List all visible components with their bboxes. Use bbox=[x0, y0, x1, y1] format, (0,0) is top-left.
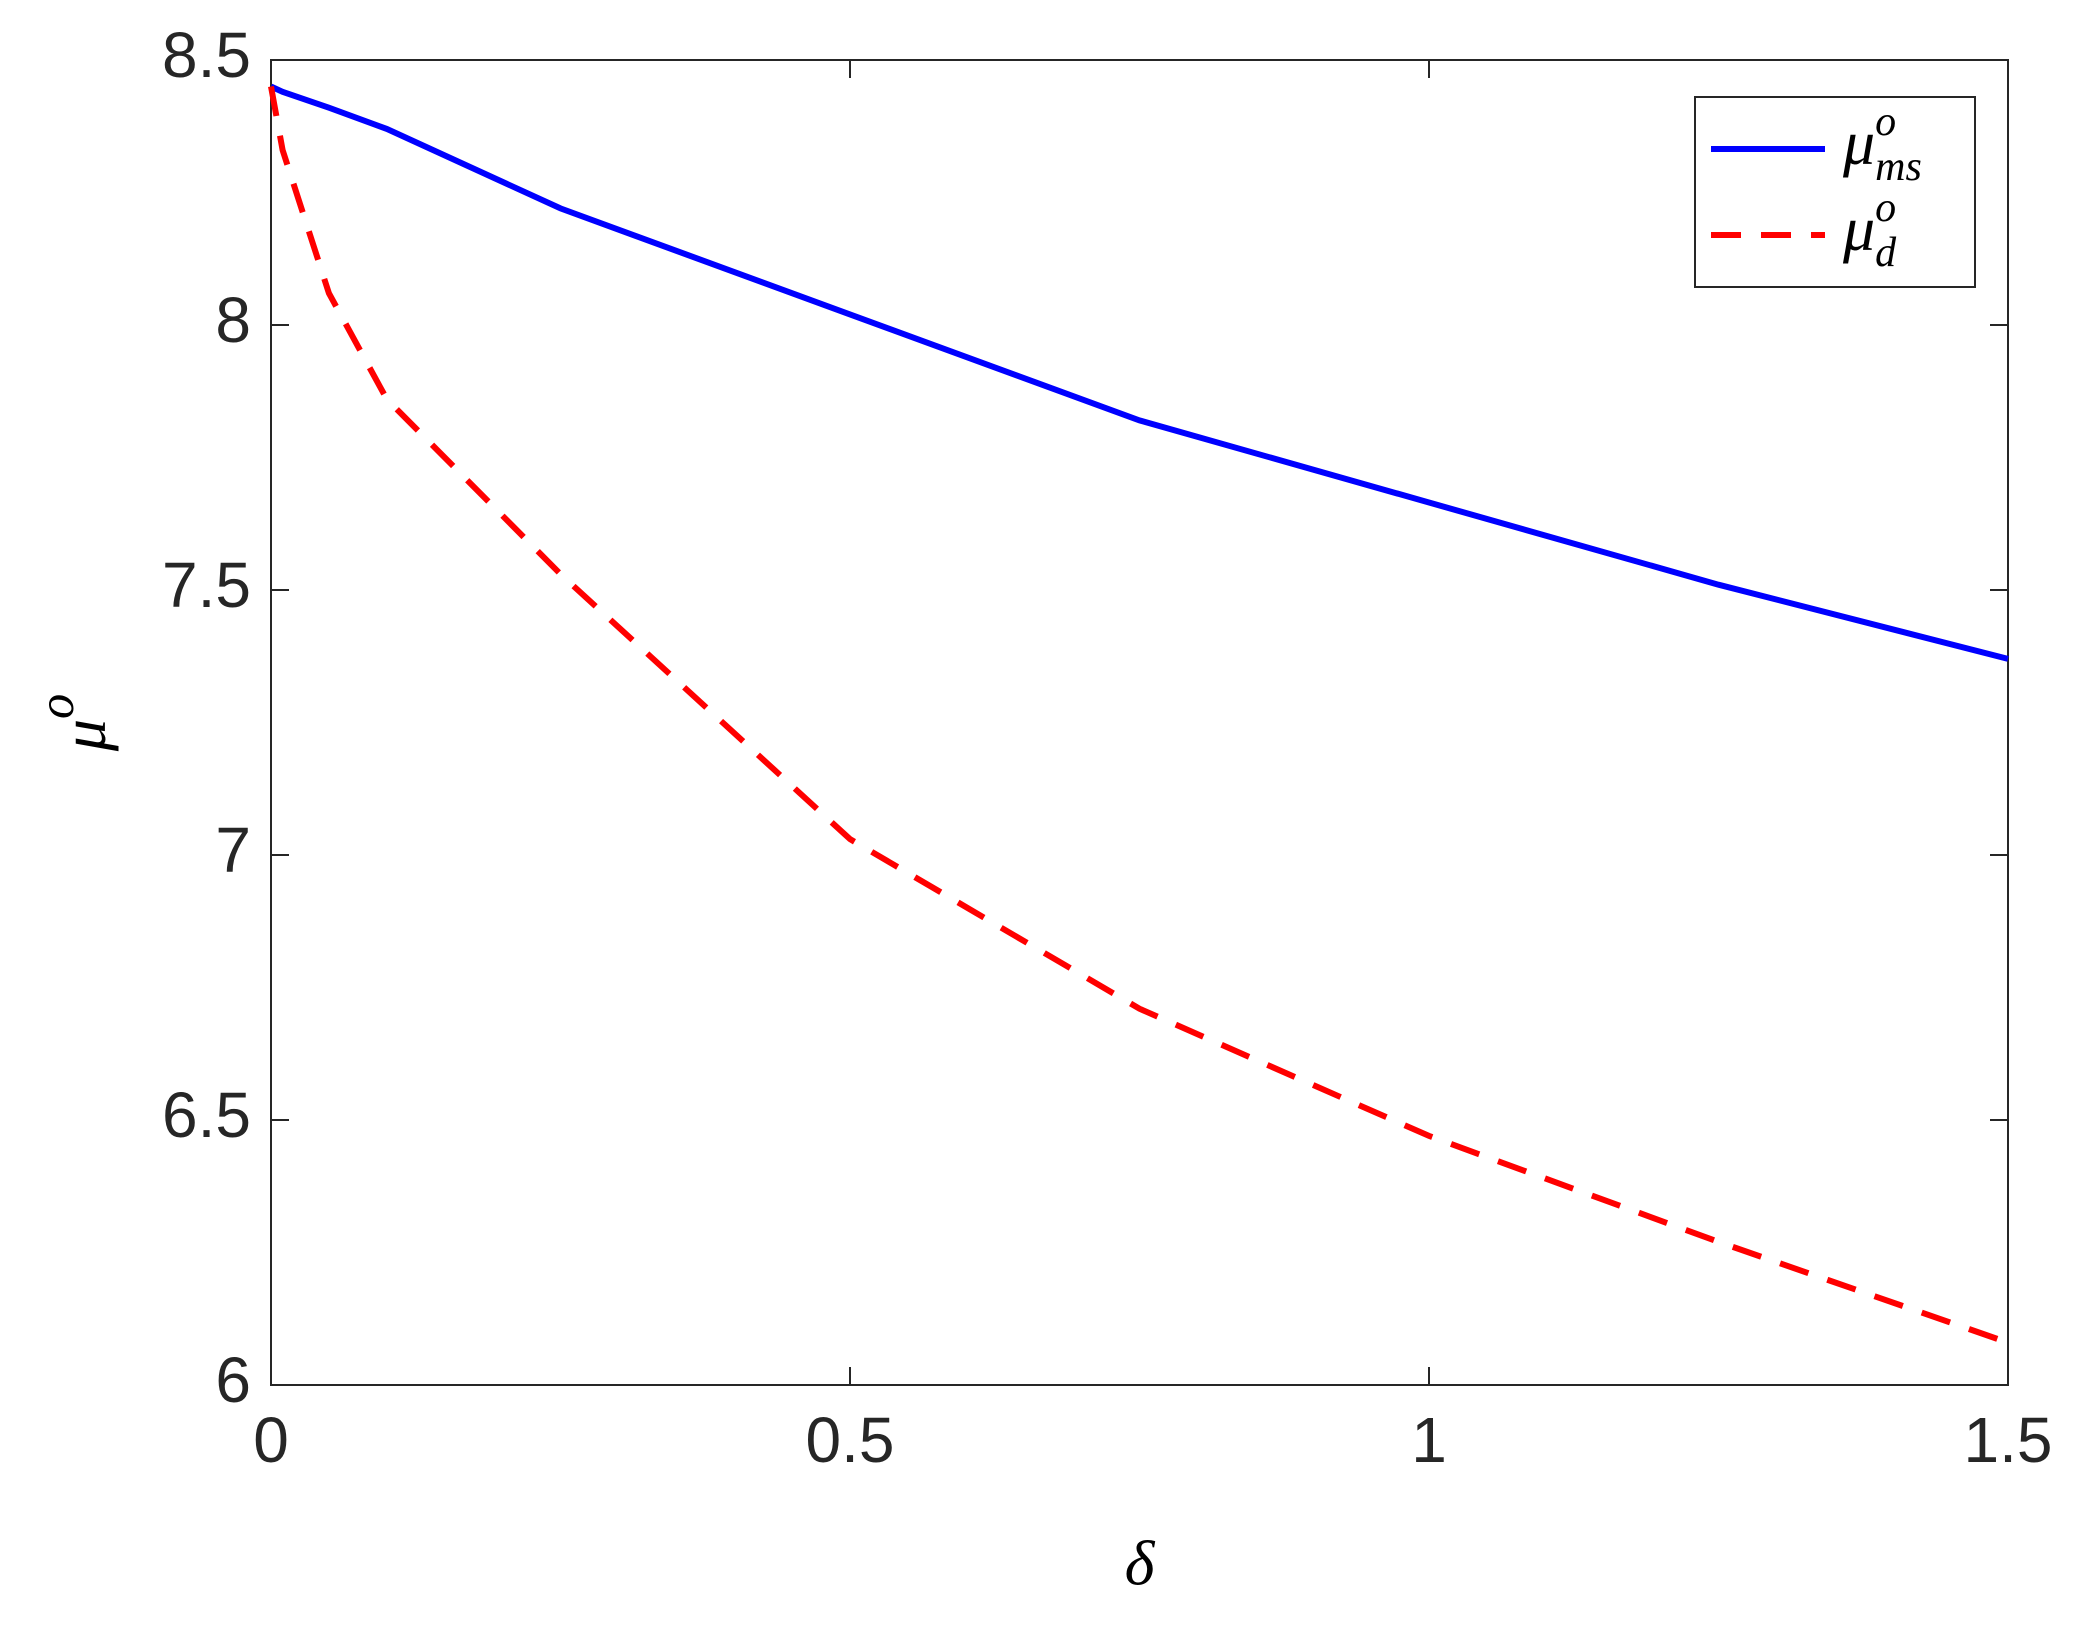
y-tick-label: 6 bbox=[215, 1344, 251, 1416]
x-tick-label: 0 bbox=[253, 1404, 289, 1476]
y-tick-label: 7.5 bbox=[162, 549, 251, 621]
plot-frame bbox=[270, 59, 2009, 1386]
series-line bbox=[268, 85, 2009, 1346]
y-tick-label: 8.5 bbox=[162, 19, 251, 91]
x-tick-label: 1 bbox=[1411, 1404, 1447, 1476]
y-axis-label: μo bbox=[28, 694, 119, 752]
x-tick-label: 1.5 bbox=[1964, 1404, 2053, 1476]
series-line bbox=[269, 83, 2009, 662]
legend-box bbox=[1694, 96, 1976, 288]
legend-label: μo ms bbox=[1842, 99, 1922, 190]
y-tick-label: 7 bbox=[215, 814, 251, 886]
legend-label: μo d bbox=[1842, 185, 1897, 276]
x-tick-label: 0.5 bbox=[806, 1404, 895, 1476]
y-tick-label: 6.5 bbox=[162, 1079, 251, 1151]
y-tick-label: 8 bbox=[215, 284, 251, 356]
x-axis-label: δ bbox=[1125, 1528, 1156, 1599]
